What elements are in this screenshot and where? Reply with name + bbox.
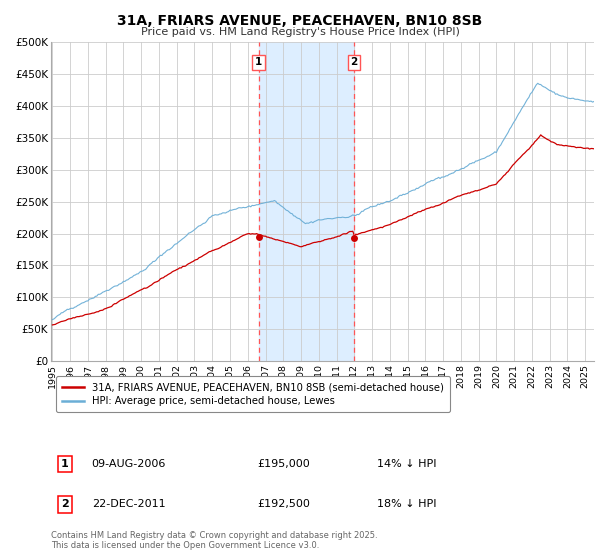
Text: £195,000: £195,000: [257, 459, 310, 469]
Text: 1: 1: [255, 58, 262, 67]
Text: 31A, FRIARS AVENUE, PEACEHAVEN, BN10 8SB: 31A, FRIARS AVENUE, PEACEHAVEN, BN10 8SB: [118, 14, 482, 28]
Text: 14% ↓ HPI: 14% ↓ HPI: [377, 459, 436, 469]
Text: 2: 2: [61, 500, 68, 510]
Text: 18% ↓ HPI: 18% ↓ HPI: [377, 500, 436, 510]
Legend: 31A, FRIARS AVENUE, PEACEHAVEN, BN10 8SB (semi-detached house), HPI: Average pri: 31A, FRIARS AVENUE, PEACEHAVEN, BN10 8SB…: [56, 376, 450, 412]
Text: 1: 1: [61, 459, 68, 469]
Bar: [259, 42, 354, 361]
Text: 2: 2: [350, 58, 358, 67]
Text: £192,500: £192,500: [257, 500, 310, 510]
Text: Price paid vs. HM Land Registry's House Price Index (HPI): Price paid vs. HM Land Registry's House …: [140, 27, 460, 37]
Text: 22-DEC-2011: 22-DEC-2011: [92, 500, 166, 510]
Text: Contains HM Land Registry data © Crown copyright and database right 2025.
This d: Contains HM Land Registry data © Crown c…: [51, 531, 377, 550]
Text: 09-AUG-2006: 09-AUG-2006: [92, 459, 166, 469]
